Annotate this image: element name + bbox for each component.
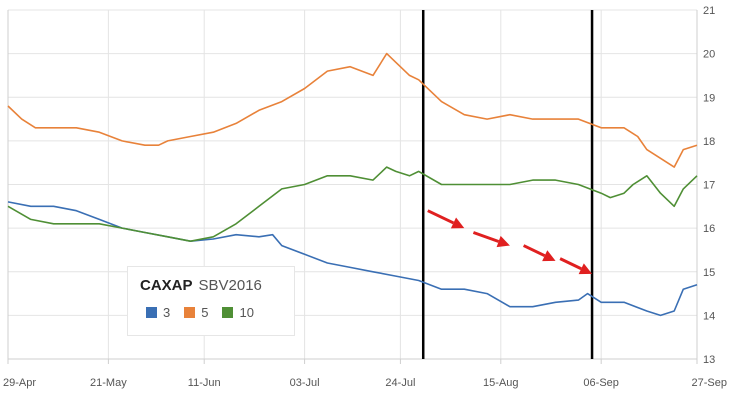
y-tick-label: 15 xyxy=(703,267,715,279)
trend-arrow xyxy=(472,231,510,248)
y-tick-label: 19 xyxy=(703,92,715,104)
x-axis-tick-labels: 29-Apr 21-May 11-Jun 03-Jul 24-Jul 15-Aug 06-S… xyxy=(3,377,727,389)
legend-label-10: 10 xyxy=(239,305,254,320)
series-line-3 xyxy=(7,201,698,317)
legend-item-5[interactable]: 5 xyxy=(184,305,208,320)
y-axis-tick-labels: 13 14 15 16 17 18 19 20 21 xyxy=(703,5,715,366)
arrow-shaft xyxy=(559,257,582,271)
x-tick-label: 24-Jul xyxy=(385,377,415,389)
arrow-shaft xyxy=(427,209,455,225)
trend-arrow xyxy=(427,209,465,229)
legend-swatch-10 xyxy=(222,307,234,318)
legend-title-main: CAXAP xyxy=(140,277,193,294)
x-tick-label: 15-Aug xyxy=(483,377,518,389)
y-tick-label: 14 xyxy=(703,310,715,322)
arrow-shaft xyxy=(522,244,546,258)
x-tick-label: 03-Jul xyxy=(290,377,320,389)
x-tick-label: 29-Apr xyxy=(3,377,36,389)
y-tick-label: 18 xyxy=(703,136,715,148)
arrow-shaft xyxy=(472,231,500,243)
legend: CAXAP SBV2016 3 5 10 xyxy=(127,266,295,336)
legend-item-3[interactable]: 3 xyxy=(146,305,170,320)
arrow-head xyxy=(542,250,556,262)
y-tick-label: 17 xyxy=(703,180,715,192)
y-tick-label: 21 xyxy=(703,5,715,17)
series-line-10 xyxy=(7,166,698,242)
y-tick-label: 16 xyxy=(703,223,715,235)
legend-items: 3 5 10 xyxy=(146,305,254,320)
legend-swatch-3 xyxy=(146,307,157,318)
legend-swatch-5 xyxy=(184,307,196,318)
grid xyxy=(7,9,698,364)
arrow-head xyxy=(578,263,593,275)
x-tick-label: 06-Sep xyxy=(583,377,618,389)
series-lines xyxy=(7,52,698,317)
trend-arrow xyxy=(559,257,593,275)
legend-title: CAXAP SBV2016 xyxy=(140,277,262,294)
marker-lines xyxy=(421,10,594,359)
y-tick-label: 20 xyxy=(703,49,715,61)
legend-label-3: 3 xyxy=(163,305,171,320)
arrow-head xyxy=(496,235,510,248)
arrow-head xyxy=(450,217,465,229)
y-tick-label: 13 xyxy=(703,354,715,366)
x-tick-label: 21-May xyxy=(90,377,127,389)
legend-item-10[interactable]: 10 xyxy=(222,305,254,320)
trend-arrows xyxy=(427,209,593,275)
legend-title-sub: SBV2016 xyxy=(198,277,262,294)
x-tick-label: 11-Jun xyxy=(188,377,221,389)
series-line-5 xyxy=(7,52,698,168)
legend-label-5: 5 xyxy=(201,305,209,320)
trend-arrow xyxy=(522,244,556,262)
x-tick-label: 27-Sep xyxy=(692,377,727,389)
